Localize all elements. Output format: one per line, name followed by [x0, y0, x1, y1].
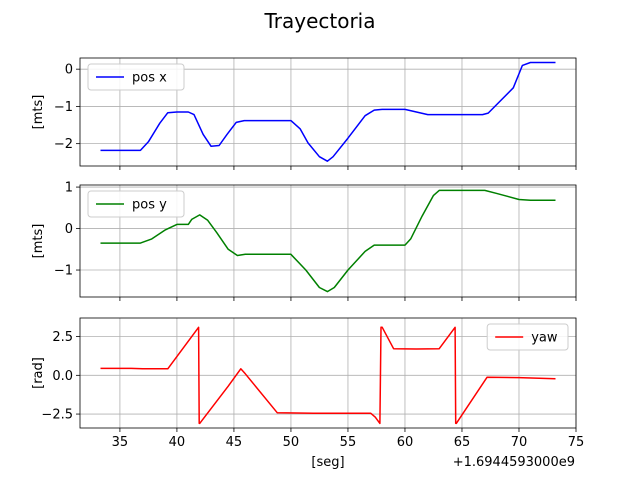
y-tick-label: −2	[54, 137, 73, 152]
series-line-pos-x	[100, 61, 556, 162]
y-tick-label: −1	[54, 100, 73, 115]
y-axis-label: [mts]	[31, 95, 46, 130]
x-tick-label: 40	[169, 435, 186, 450]
y-axis-label: [mts]	[31, 224, 46, 259]
legend-box	[486, 323, 569, 351]
axes-frame	[79, 184, 577, 298]
legend-label: pos y	[132, 198, 167, 213]
y-axis-label: [rad]	[31, 357, 46, 389]
legend-label: pos x	[132, 71, 167, 86]
x-tick-label: 75	[568, 435, 585, 450]
x-offset-text: +1.6944593000e9	[453, 455, 575, 470]
y-tick-label: 2.5	[52, 330, 73, 345]
legend: yaw	[486, 323, 569, 351]
x-tick-label: 65	[454, 435, 471, 450]
x-tick-label: 70	[511, 435, 528, 450]
axes-frame	[79, 57, 577, 167]
x-axis-label: [seg]	[311, 455, 344, 470]
x-tick-label: 45	[226, 435, 243, 450]
y-tick-label: 0	[65, 63, 73, 78]
legend-box	[87, 190, 185, 218]
y-tick-label: 1	[65, 181, 73, 196]
figure-title: Trayectoria	[263, 9, 375, 33]
axes-layer: 0 −1 −2 [mts] pos x 1 0 −1 [mts] pos y 35 40 45 50 55 6…	[31, 57, 585, 470]
y-tick-label: −2.5	[41, 408, 73, 423]
subplot-3: 35 40 45 50 55 60 65 70 75 2.5 0.0 −2.5 [rad] [seg] ya…	[31, 317, 585, 470]
x-tick-label: 35	[112, 435, 129, 450]
legend-label: yaw	[531, 331, 558, 346]
legend: pos x	[87, 63, 185, 91]
series-line-pos-y	[100, 189, 556, 293]
legend: pos y	[87, 190, 185, 218]
series-line-yaw	[100, 326, 556, 425]
y-tick-label: 0	[65, 222, 73, 237]
subplot-2: 1 0 −1 [mts] pos y	[31, 181, 577, 301]
y-tick-label: 0.0	[52, 369, 73, 384]
legend-box	[87, 63, 185, 91]
x-tick-label: 60	[397, 435, 414, 450]
x-tick-label: 55	[340, 435, 357, 450]
subplot-1: 0 −1 −2 [mts] pos x	[31, 57, 577, 170]
x-tick-label: 50	[283, 435, 300, 450]
y-tick-label: −1	[54, 264, 73, 279]
axes-frame	[79, 317, 577, 429]
